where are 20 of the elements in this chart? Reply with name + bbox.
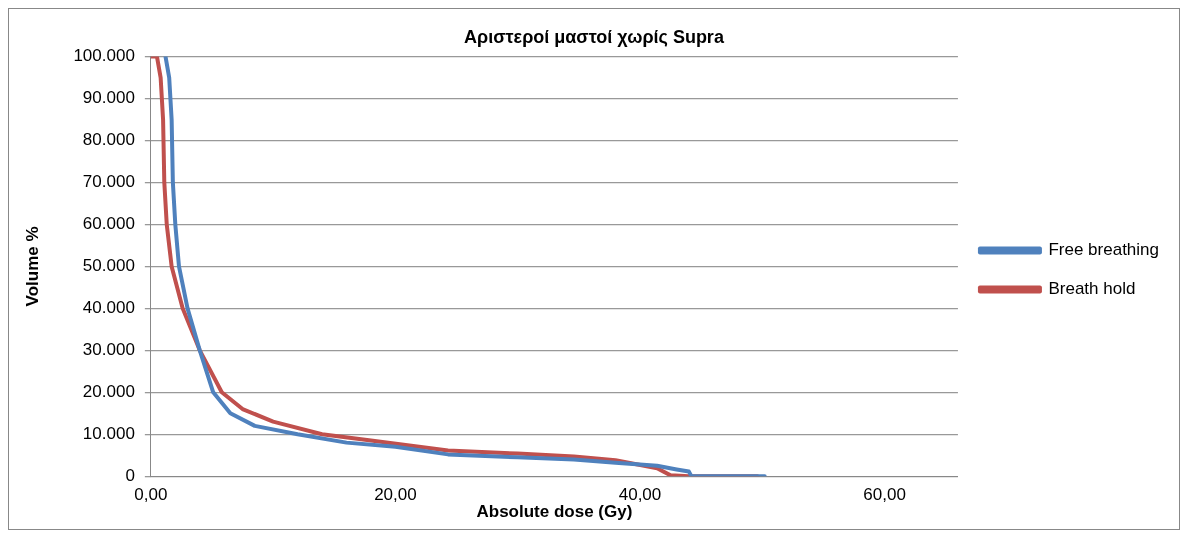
y-tick-label: 60.000	[82, 214, 135, 234]
y-tick-label: 40.000	[82, 298, 135, 318]
y-tick-label: 20.000	[82, 381, 135, 401]
y-tick-label: 100.000	[73, 46, 135, 66]
chart-title: Αριστεροί μαστοί χωρίς Supra	[464, 26, 725, 47]
legend-label: Breath hold	[1048, 279, 1136, 299]
y-axis-title: Volume %	[22, 226, 42, 307]
y-tick-label: 30.000	[82, 340, 135, 360]
x-tick-label: 20,00	[374, 485, 417, 505]
legend-label: Free breathing	[1048, 240, 1160, 260]
y-tick-label: 80.000	[82, 130, 135, 150]
x-axis-title: Absolute dose (Gy)	[476, 502, 633, 522]
y-tick-label: 10.000	[82, 423, 135, 443]
y-tick-label: 90.000	[82, 88, 135, 108]
x-tick-label: 60,00	[863, 485, 906, 505]
y-tick-label: 50.000	[82, 256, 135, 276]
y-tick-label: 70.000	[82, 172, 135, 192]
x-tick-label: 0,00	[134, 485, 168, 505]
y-tick-label: 0	[125, 465, 135, 485]
x-tick-label: 40,00	[618, 485, 662, 505]
